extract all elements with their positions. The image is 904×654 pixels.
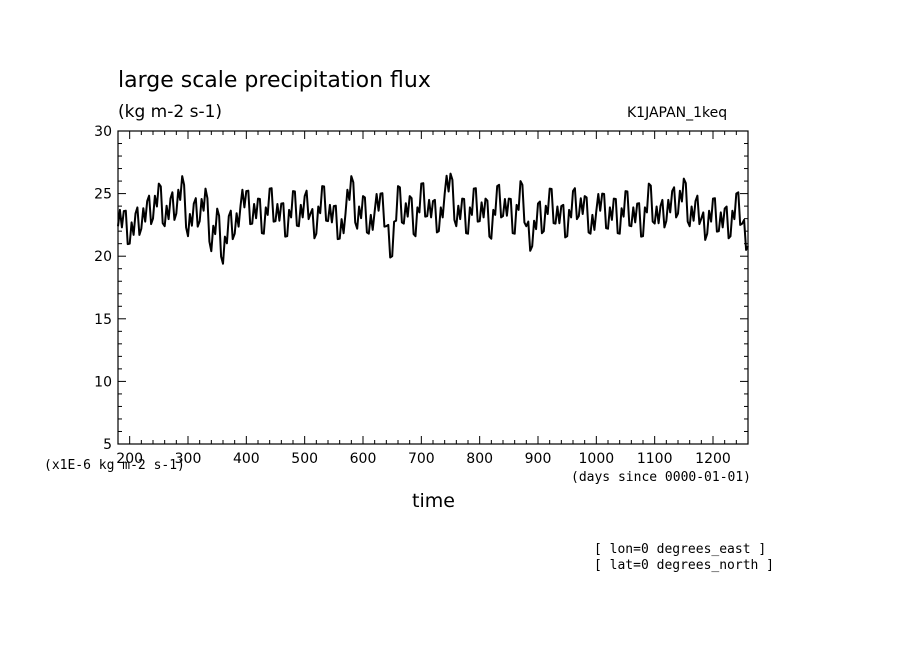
y-tick-label: 15 bbox=[94, 312, 112, 328]
x-tick-label: 1000 bbox=[579, 451, 615, 467]
x-tick-label: 700 bbox=[408, 451, 435, 467]
x-tick-label: 900 bbox=[525, 451, 552, 467]
y-tick-label: 5 bbox=[103, 437, 112, 453]
x-tick-label: 600 bbox=[350, 451, 377, 467]
y-tick-label: 30 bbox=[94, 124, 112, 140]
x-units: (days since 0000-01-01) bbox=[571, 470, 752, 485]
footer-lat: [ lat=0 degrees_north ] bbox=[594, 558, 775, 573]
x-tick-label: 300 bbox=[175, 451, 202, 467]
x-tick-label: 1200 bbox=[695, 451, 731, 467]
y-tick-label: 10 bbox=[94, 374, 112, 390]
x-tick-label: 800 bbox=[466, 451, 493, 467]
run-name: K1JAPAN_1keq bbox=[627, 105, 728, 121]
footer-lon: [ lon=0 degrees_east ] bbox=[594, 542, 767, 557]
y-tick-label: 20 bbox=[94, 249, 112, 265]
major-ticks bbox=[118, 130, 748, 445]
x-axis-label: time bbox=[412, 490, 455, 512]
x-tick-label: 500 bbox=[291, 451, 318, 467]
tick-labels: 200 300 400 500 600 700 800 900 1000 1100 1200 5 10 1… bbox=[94, 124, 731, 467]
x-tick-label: 200 bbox=[116, 451, 143, 467]
series-line-precip-flux bbox=[117, 172, 749, 265]
x-tick-label: 400 bbox=[233, 451, 260, 467]
x-tick-label: 1100 bbox=[637, 451, 673, 467]
minor-ticks bbox=[117, 131, 749, 444]
chart-subtitle: (kg m-2 s-1) bbox=[118, 102, 223, 122]
y-tick-label: 25 bbox=[94, 187, 112, 203]
y-scale-note: (x1E-6 kg m-2 s-1) bbox=[44, 458, 185, 473]
chart-title: large scale precipitation flux bbox=[118, 68, 431, 93]
plot-frame bbox=[117, 130, 749, 445]
